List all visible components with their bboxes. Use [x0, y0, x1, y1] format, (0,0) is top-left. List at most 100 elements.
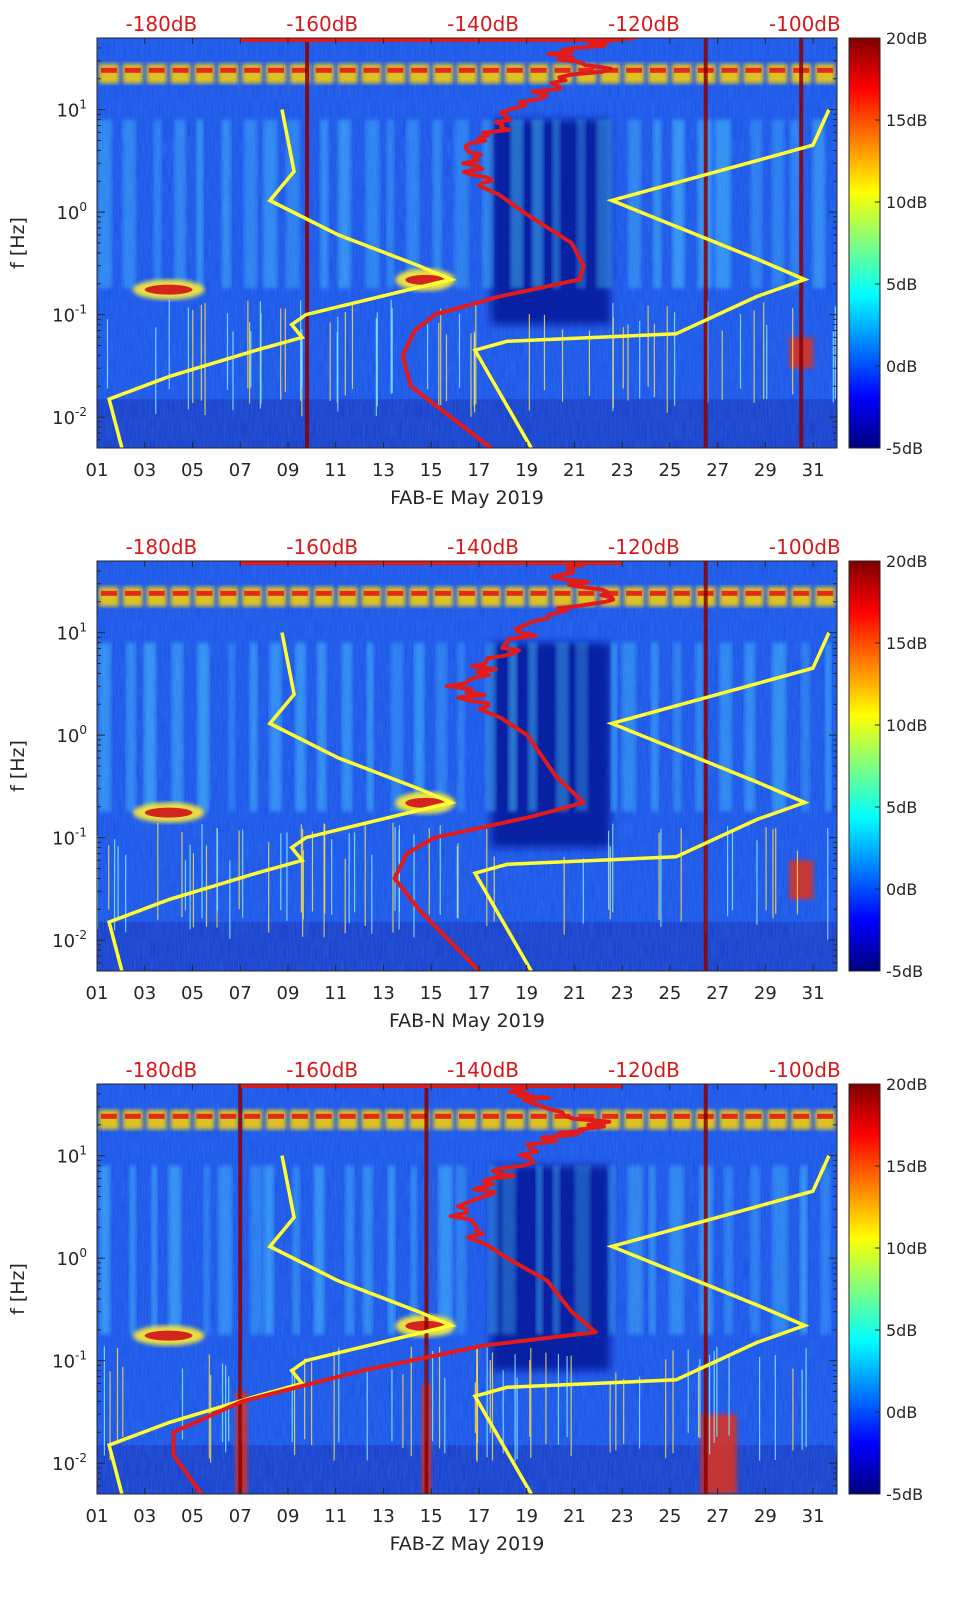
daily-plume — [695, 642, 705, 812]
burst-red — [172, 1113, 189, 1119]
burst-red — [530, 67, 547, 73]
burst-red — [339, 67, 356, 73]
daily-plume — [771, 642, 786, 812]
daily-plume — [410, 1165, 418, 1335]
x-tick-label: 25 — [658, 460, 681, 481]
spectrogram-area — [97, 1084, 837, 1494]
low-noise-model-curve — [107, 109, 457, 448]
burst-red — [244, 590, 261, 596]
burst-red — [363, 67, 380, 73]
burst-red — [506, 590, 523, 596]
burst-yellow — [504, 63, 525, 84]
burst-red — [124, 67, 141, 73]
burst-red — [387, 590, 404, 596]
colorbar — [848, 37, 881, 449]
burst-yellow — [289, 586, 310, 607]
x-tick-label: 27 — [706, 460, 729, 481]
daily-plume — [610, 642, 618, 812]
median-psd-curve — [400, 38, 637, 448]
burst-yellow — [504, 1109, 525, 1130]
burst-red — [172, 67, 189, 73]
burst-yellow — [624, 1109, 645, 1130]
daily-plume — [750, 119, 763, 289]
daily-plume — [438, 1165, 453, 1335]
daily-plume — [723, 1165, 734, 1335]
daily-plume — [719, 642, 733, 812]
daily-plume — [386, 119, 395, 289]
burst-yellow — [743, 63, 764, 84]
daily-plume — [531, 119, 544, 289]
burst-yellow — [528, 586, 549, 607]
x-tick-label: 25 — [658, 1506, 681, 1527]
db-axis-label: -140dB — [447, 12, 519, 36]
burst-yellow — [433, 586, 454, 607]
burst-yellow — [385, 63, 406, 84]
x-tick-label: 01 — [86, 1506, 109, 1527]
daily-plume — [576, 119, 586, 289]
x-tick-label: 29 — [754, 983, 777, 1004]
x-tick-label: 03 — [133, 983, 156, 1004]
burst-yellow — [457, 63, 477, 84]
burst-yellow — [98, 63, 119, 84]
y-tick-label: 101 — [56, 621, 87, 645]
y-tick-label: 10-2 — [52, 928, 87, 952]
db-axis-label: -120dB — [608, 1058, 680, 1082]
panel-fab-n: 01 03 05 07 09 11 13 15 17 19 21 23 25 27 29 31 FAB-N Ma… — [7, 535, 928, 1032]
daily-plume — [362, 1165, 373, 1335]
burst-red — [339, 590, 356, 596]
daily-plume — [485, 642, 497, 812]
db-axis-label: -180dB — [125, 12, 197, 36]
burst-yellow — [146, 1109, 167, 1130]
x-tick-label: 17 — [467, 983, 490, 1004]
burst-yellow — [242, 586, 263, 607]
daily-plume — [482, 119, 494, 289]
x-tick-label: 27 — [706, 1506, 729, 1527]
burst-red — [244, 67, 261, 73]
daily-plume — [221, 119, 231, 289]
burst-red — [769, 67, 786, 73]
burst-yellow — [719, 1109, 740, 1130]
burst-yellow — [122, 63, 143, 84]
burst-red — [673, 590, 690, 596]
high-noise-model-curve — [472, 108, 831, 448]
burst-yellow — [791, 1109, 812, 1130]
burst-yellow — [122, 1109, 143, 1130]
colorbar-label: -5dB — [886, 1485, 923, 1504]
daily-plume — [249, 642, 258, 812]
y-tick-label: 10-2 — [52, 1451, 87, 1475]
transient-patch — [789, 860, 814, 900]
burst-yellow — [480, 586, 501, 607]
x-tick-label: 07 — [229, 983, 252, 1004]
microseism-core — [144, 1330, 193, 1341]
vertical-spike — [703, 561, 708, 971]
burst-yellow — [385, 586, 406, 607]
burst-yellow — [218, 63, 239, 84]
burst-yellow — [433, 63, 454, 84]
db-axis-label: -160dB — [286, 12, 358, 36]
x-tick-label: 13 — [372, 1506, 395, 1527]
burst-red — [649, 590, 666, 596]
burst-yellow — [815, 63, 836, 84]
burst-red — [220, 590, 237, 596]
colorbar-label: 20dB — [886, 552, 928, 571]
x-tick-label: 11 — [324, 1506, 347, 1527]
burst-red — [196, 1113, 213, 1119]
x-tick-label: 29 — [754, 460, 777, 481]
x-tick-label: 31 — [802, 983, 825, 1004]
daily-plume — [250, 1165, 264, 1335]
burst-red — [721, 67, 738, 73]
x-tick-label: 21 — [563, 460, 586, 481]
daily-plume — [750, 1165, 760, 1335]
x-tick-label: 13 — [372, 460, 395, 481]
daily-plume — [218, 1165, 233, 1335]
burst-red — [411, 67, 428, 73]
daily-plume — [292, 1165, 301, 1335]
burst-yellow — [624, 586, 645, 607]
burst-yellow — [266, 586, 287, 607]
burst-red — [459, 67, 475, 73]
vertical-spike — [703, 1084, 708, 1494]
burst-yellow — [767, 1109, 788, 1130]
burst-red — [721, 1113, 738, 1119]
burst-yellow — [767, 586, 788, 607]
burst-yellow — [552, 586, 573, 607]
